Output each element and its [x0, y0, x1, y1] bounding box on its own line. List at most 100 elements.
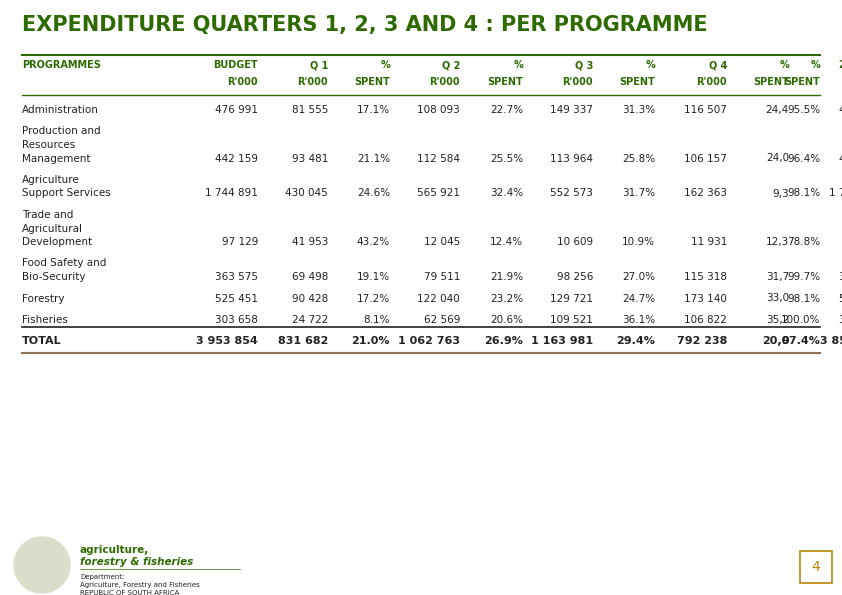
Text: 4: 4 — [812, 560, 820, 574]
Text: 11 931: 11 931 — [690, 237, 727, 247]
Text: 98.1%: 98.1% — [787, 293, 820, 303]
Text: Agriculture: Agriculture — [22, 175, 80, 185]
Text: %: % — [779, 60, 789, 70]
Text: 24,4: 24,4 — [765, 105, 789, 115]
Text: 9,3: 9,3 — [772, 189, 789, 199]
Text: 97.4%: 97.4% — [781, 337, 820, 346]
Text: SPENT: SPENT — [488, 77, 523, 87]
Text: 565 921: 565 921 — [417, 189, 460, 199]
Text: 10.9%: 10.9% — [622, 237, 655, 247]
Text: Management: Management — [22, 154, 90, 164]
Text: forestry & fisheries: forestry & fisheries — [80, 557, 194, 567]
Text: 24.6%: 24.6% — [357, 189, 390, 199]
Text: 108 093: 108 093 — [418, 105, 460, 115]
Text: R'000: R'000 — [297, 77, 328, 87]
Text: Department:: Department: — [80, 574, 125, 580]
Text: 455 492: 455 492 — [839, 105, 842, 115]
Text: Food Safety and: Food Safety and — [22, 258, 106, 268]
Text: PROGRAMMES: PROGRAMMES — [22, 60, 101, 70]
Text: 99.7%: 99.7% — [787, 272, 820, 282]
Text: 41 953: 41 953 — [291, 237, 328, 247]
Text: R'000: R'000 — [696, 77, 727, 87]
Text: 23.2%: 23.2% — [490, 293, 523, 303]
Text: 106 157: 106 157 — [684, 154, 727, 164]
Text: Resources: Resources — [22, 140, 75, 150]
Text: %: % — [381, 60, 390, 70]
Text: 122 040: 122 040 — [418, 293, 460, 303]
Text: 21.1%: 21.1% — [357, 154, 390, 164]
Text: 116 507: 116 507 — [684, 105, 727, 115]
Text: 12.4%: 12.4% — [490, 237, 523, 247]
Text: 20.6%: 20.6% — [490, 315, 523, 325]
Text: 27.0%: 27.0% — [622, 272, 655, 282]
Text: 43.2%: 43.2% — [357, 237, 390, 247]
Text: Q 1: Q 1 — [310, 60, 328, 70]
Text: Development: Development — [22, 237, 92, 247]
Text: Trade and: Trade and — [22, 210, 73, 220]
Text: SPENT: SPENT — [754, 77, 789, 87]
Text: 97 129: 97 129 — [221, 237, 258, 247]
Text: 22.7%: 22.7% — [490, 105, 523, 115]
Text: 129 721: 129 721 — [550, 293, 593, 303]
Text: 20,0: 20,0 — [762, 337, 789, 346]
Text: 3 850 664: 3 850 664 — [820, 337, 842, 346]
Text: 430 045: 430 045 — [285, 189, 328, 199]
Text: TOTAL: TOTAL — [22, 337, 61, 346]
Text: 1 163 981: 1 163 981 — [530, 337, 593, 346]
Text: Bio-Security: Bio-Security — [22, 272, 86, 282]
Text: 1 710 902: 1 710 902 — [829, 189, 842, 199]
Text: 78.8%: 78.8% — [787, 237, 820, 247]
Text: SPENT: SPENT — [784, 77, 820, 87]
Text: 115 318: 115 318 — [684, 272, 727, 282]
Text: 525 451: 525 451 — [215, 293, 258, 303]
Text: Q 3: Q 3 — [574, 60, 593, 70]
Text: 24.7%: 24.7% — [622, 293, 655, 303]
Text: R'000: R'000 — [227, 77, 258, 87]
Text: 3 953 854: 3 953 854 — [196, 337, 258, 346]
Text: 21.0%: 21.0% — [351, 337, 390, 346]
Text: %: % — [514, 60, 523, 70]
Text: 552 573: 552 573 — [550, 189, 593, 199]
Text: 25.8%: 25.8% — [622, 154, 655, 164]
Text: %: % — [810, 60, 820, 70]
Text: 36.1%: 36.1% — [622, 315, 655, 325]
Text: 442 159: 442 159 — [215, 154, 258, 164]
Text: 100.0%: 100.0% — [781, 315, 820, 325]
Text: SPENT: SPENT — [354, 77, 390, 87]
Text: 109 521: 109 521 — [550, 315, 593, 325]
Text: Q 4: Q 4 — [709, 60, 727, 70]
Text: 2010/11: 2010/11 — [838, 60, 842, 70]
Text: 21.9%: 21.9% — [490, 272, 523, 282]
Text: REPUBLIC OF SOUTH AFRICA: REPUBLIC OF SOUTH AFRICA — [80, 590, 179, 595]
Text: 17.2%: 17.2% — [357, 293, 390, 303]
Text: R'000: R'000 — [429, 77, 460, 87]
Text: 79 511: 79 511 — [424, 272, 460, 282]
Text: 149 337: 149 337 — [550, 105, 593, 115]
Text: Agriculture, Forestry and Fisheries: Agriculture, Forestry and Fisheries — [80, 582, 200, 588]
Text: Forestry: Forestry — [22, 293, 65, 303]
Text: Agricultural: Agricultural — [22, 224, 83, 233]
Text: Administration: Administration — [22, 105, 99, 115]
Text: Support Services: Support Services — [22, 189, 111, 199]
Text: 10 609: 10 609 — [557, 237, 593, 247]
Text: 106 822: 106 822 — [684, 315, 727, 325]
Text: EXPENDITURE QUARTERS 1, 2, 3 AND 4 : PER PROGRAMME: EXPENDITURE QUARTERS 1, 2, 3 AND 4 : PER… — [22, 15, 707, 35]
Text: 8.1%: 8.1% — [364, 315, 390, 325]
Text: 17.1%: 17.1% — [357, 105, 390, 115]
Text: R'000: R'000 — [562, 77, 593, 87]
Text: 303 634: 303 634 — [839, 315, 842, 325]
Text: 19.1%: 19.1% — [357, 272, 390, 282]
Text: 113 964: 113 964 — [550, 154, 593, 164]
Text: 24 722: 24 722 — [291, 315, 328, 325]
Text: 426 186: 426 186 — [839, 154, 842, 164]
Text: 98.1%: 98.1% — [787, 189, 820, 199]
Text: 363 575: 363 575 — [215, 272, 258, 282]
Text: 69 498: 69 498 — [291, 272, 328, 282]
Text: 12 045: 12 045 — [424, 237, 460, 247]
Text: 476 991: 476 991 — [215, 105, 258, 115]
Text: 362 583: 362 583 — [839, 272, 842, 282]
Text: 24,0: 24,0 — [766, 154, 789, 164]
Text: 93 481: 93 481 — [291, 154, 328, 164]
Text: 31,7: 31,7 — [765, 272, 789, 282]
Text: BUDGET: BUDGET — [213, 60, 258, 70]
